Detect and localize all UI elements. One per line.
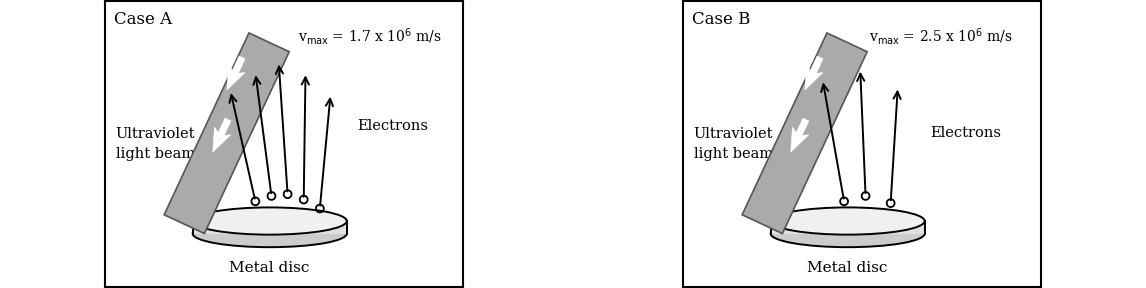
Polygon shape xyxy=(804,56,823,90)
Text: Case A: Case A xyxy=(113,11,172,28)
Text: Metal disc: Metal disc xyxy=(808,261,888,274)
Text: Electrons: Electrons xyxy=(358,119,429,133)
Polygon shape xyxy=(164,33,289,234)
Text: v$_{\mathrm{max}}$ = 2.5 x 10$^{6}$ m/s: v$_{\mathrm{max}}$ = 2.5 x 10$^{6}$ m/s xyxy=(869,26,1013,47)
Text: Ultraviolet
light beam: Ultraviolet light beam xyxy=(116,127,195,161)
Polygon shape xyxy=(743,33,868,234)
Ellipse shape xyxy=(193,220,347,247)
Bar xyxy=(770,221,925,234)
Text: Electrons: Electrons xyxy=(931,126,1002,140)
Text: Metal disc: Metal disc xyxy=(229,261,309,274)
Ellipse shape xyxy=(770,207,925,235)
Text: Case B: Case B xyxy=(692,11,751,28)
Polygon shape xyxy=(227,56,245,90)
Polygon shape xyxy=(791,118,809,152)
Ellipse shape xyxy=(193,207,347,235)
Polygon shape xyxy=(213,118,230,152)
Bar xyxy=(193,221,347,234)
Text: Ultraviolet
light beam: Ultraviolet light beam xyxy=(693,127,774,161)
Ellipse shape xyxy=(770,220,925,247)
Text: v$_{\mathrm{max}}$ = 1.7 x 10$^{6}$ m/s: v$_{\mathrm{max}}$ = 1.7 x 10$^{6}$ m/s xyxy=(298,26,442,47)
